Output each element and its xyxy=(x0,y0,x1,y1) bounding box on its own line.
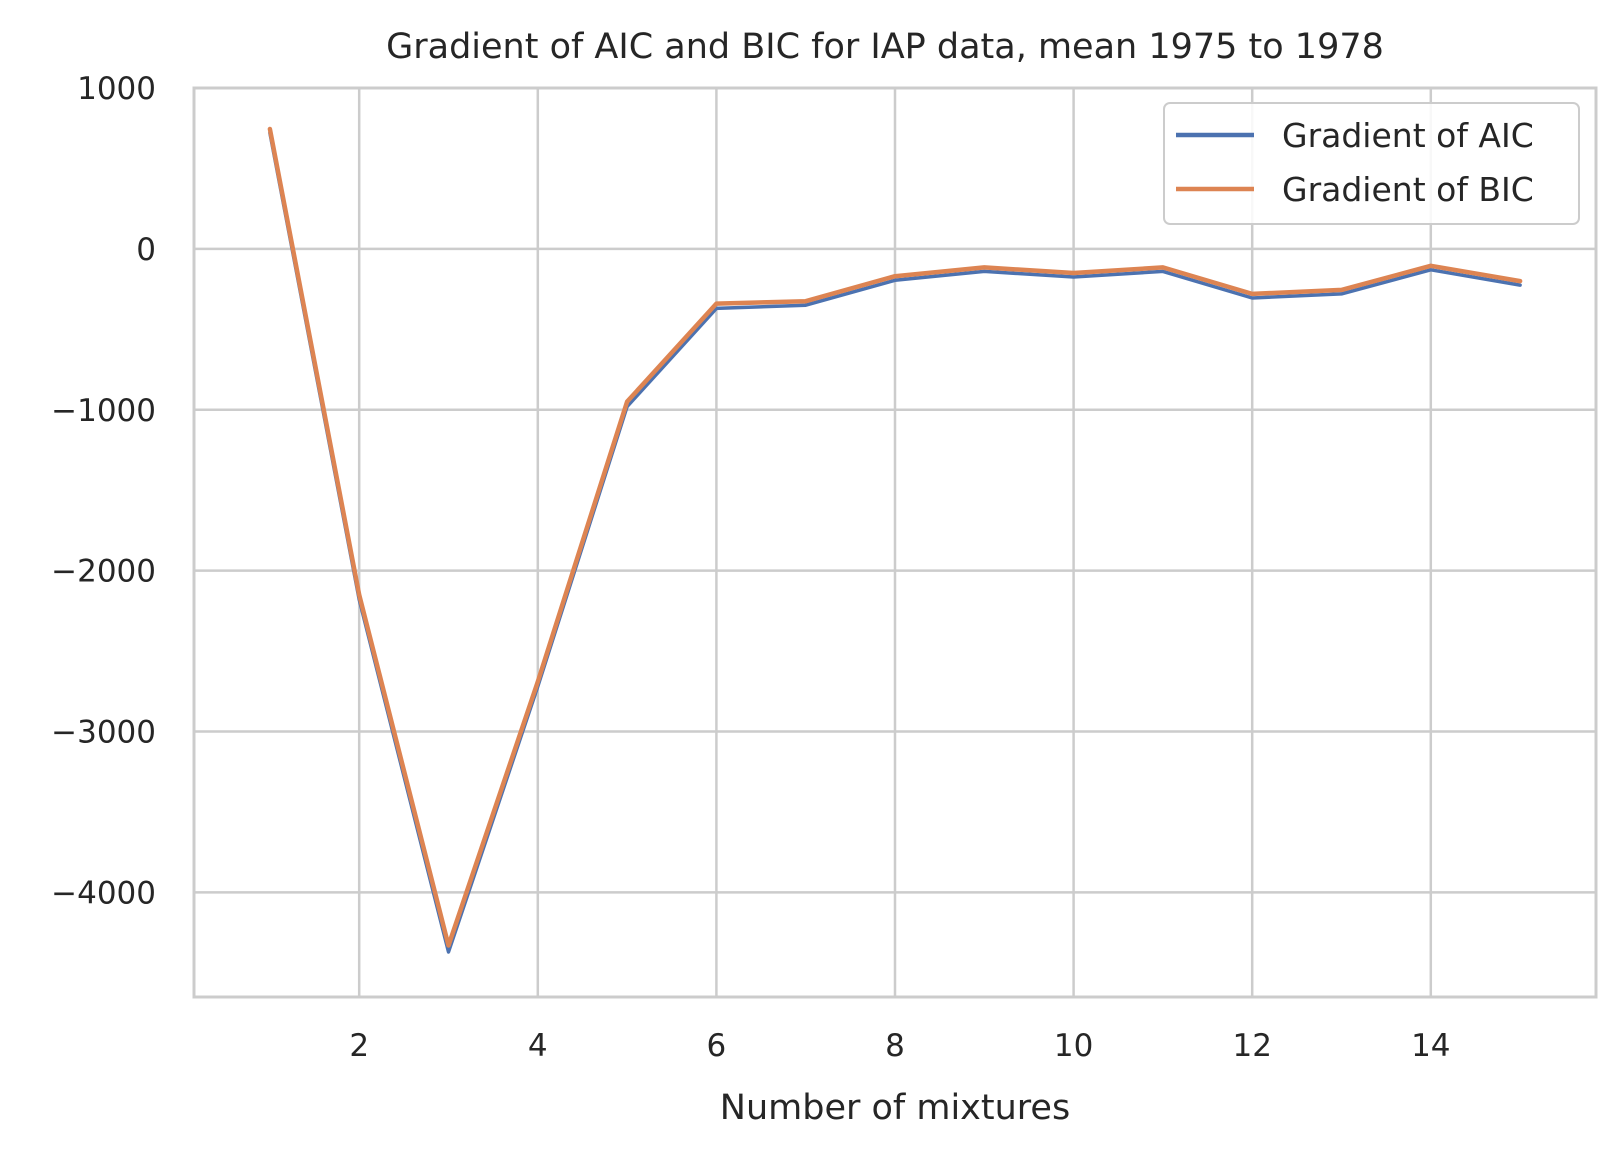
series-line-bic xyxy=(267,126,1523,948)
x-axis-title: Number of mixtures xyxy=(720,1088,1070,1128)
x-axis-ticks: 2 4 6 8 10 12 14 xyxy=(349,1028,1450,1064)
y-tick-label: −1000 xyxy=(51,393,156,429)
x-tick-label: 10 xyxy=(1054,1028,1093,1064)
grid-lines xyxy=(194,86,1596,997)
legend: Gradient of AIC Gradient of BIC xyxy=(1163,102,1580,225)
x-tick-label: 4 xyxy=(528,1028,548,1064)
series-lines xyxy=(267,126,1523,954)
legend-label: Gradient of AIC xyxy=(1282,116,1534,155)
legend-label: Gradient of BIC xyxy=(1282,170,1534,209)
y-axis-ticks: 1000 0 −1000 −2000 −3000 −4000 xyxy=(51,71,156,911)
x-tick-label: 14 xyxy=(1411,1028,1450,1064)
x-tick-label: 8 xyxy=(885,1028,905,1064)
plot-frame xyxy=(192,86,1598,999)
y-tick-label: −3000 xyxy=(51,715,156,751)
x-tick-label: 2 xyxy=(349,1028,369,1064)
x-tick-label: 12 xyxy=(1232,1028,1271,1064)
y-tick-label: 0 xyxy=(136,232,156,268)
y-tick-label: −4000 xyxy=(51,875,156,911)
y-tick-label: 1000 xyxy=(77,71,156,107)
x-tick-label: 6 xyxy=(707,1028,727,1064)
chart-title: Gradient of AIC and BIC for IAP data, me… xyxy=(386,27,1384,67)
legend-box xyxy=(1163,102,1580,225)
y-tick-label: −2000 xyxy=(51,554,156,590)
